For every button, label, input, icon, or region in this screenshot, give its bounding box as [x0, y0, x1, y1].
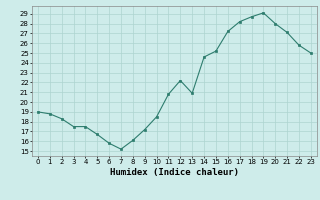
X-axis label: Humidex (Indice chaleur): Humidex (Indice chaleur) [110, 168, 239, 177]
